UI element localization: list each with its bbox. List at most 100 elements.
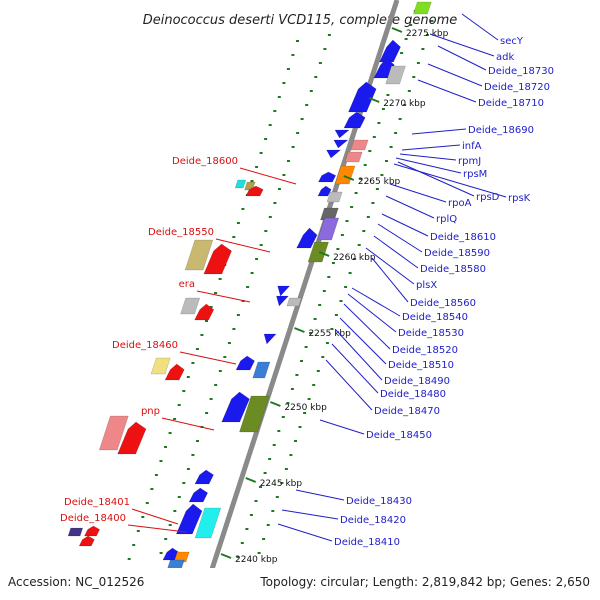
track-dot xyxy=(305,104,309,106)
gene-label-deide_18600: Deide_18600 xyxy=(172,156,238,167)
track-dot xyxy=(186,376,190,378)
gene-feature xyxy=(203,243,232,275)
track-dot xyxy=(318,304,322,306)
track-dot xyxy=(173,418,177,420)
callout-line xyxy=(131,508,179,525)
gene-label-deide_18400: Deide_18400 xyxy=(60,513,126,524)
footer-band xyxy=(0,568,600,600)
gene-label-deide_18410: Deide_18410 xyxy=(334,537,400,548)
tick-label: 2260 kbp xyxy=(333,253,376,263)
gene-feature xyxy=(317,217,340,241)
callout-line xyxy=(437,45,487,71)
track-dot xyxy=(264,138,268,140)
callout-line xyxy=(127,524,187,533)
callout-line xyxy=(277,523,333,542)
gene-feature xyxy=(317,185,332,197)
gene-label-deide_18470: Deide_18470 xyxy=(374,406,440,417)
tick-label: 2245 kbp xyxy=(260,479,303,489)
callout-line xyxy=(351,287,401,317)
track-dot xyxy=(368,150,372,152)
track-dot xyxy=(268,216,272,218)
track-dot xyxy=(246,286,250,288)
track-dot xyxy=(273,110,277,112)
gene-label-deide_18690: Deide_18690 xyxy=(468,125,534,136)
track-dot xyxy=(303,412,307,414)
track-dot xyxy=(309,90,313,92)
gene-feature xyxy=(343,111,366,129)
track-dot xyxy=(250,272,254,274)
gene-label-deide_18520: Deide_18520 xyxy=(392,345,458,356)
gene-feature xyxy=(235,355,255,371)
track-dot xyxy=(286,68,290,70)
track-dot xyxy=(141,516,145,518)
track-dot xyxy=(277,96,281,98)
track-dot xyxy=(412,76,416,78)
track-dot xyxy=(294,440,297,442)
gene-feature xyxy=(188,487,208,503)
track-dot xyxy=(164,446,167,448)
track-dot xyxy=(291,146,295,148)
gene-label-deide_18530: Deide_18530 xyxy=(398,328,464,339)
track-dot xyxy=(259,486,262,488)
track-dot xyxy=(159,552,163,554)
callout-line xyxy=(389,183,447,203)
gene-feature xyxy=(184,239,214,271)
gene-label-rpsd: rpsD xyxy=(476,192,500,203)
gene-label-deide_18730: Deide_18730 xyxy=(488,66,554,77)
gene-label-deide_18580: Deide_18580 xyxy=(420,264,486,275)
callout-line xyxy=(331,343,379,394)
track-dot xyxy=(280,482,284,484)
track-dot xyxy=(282,174,286,176)
gene-feature xyxy=(296,227,318,249)
gene-feature xyxy=(173,551,190,563)
gene-feature xyxy=(413,1,432,15)
callout-line xyxy=(161,417,215,431)
track-dot xyxy=(300,360,303,362)
track-dot xyxy=(290,388,294,390)
track-dot xyxy=(348,272,352,274)
callout-line xyxy=(325,359,373,411)
track-dot xyxy=(195,348,199,350)
track-dot xyxy=(289,454,293,456)
track-dot xyxy=(318,62,322,64)
tick-mark xyxy=(368,97,380,103)
tick-label: 2250 kbp xyxy=(284,403,327,413)
track-dot xyxy=(313,318,317,320)
callout-line xyxy=(339,317,387,365)
tick-label: 2240 kbp xyxy=(235,555,278,565)
track-dot xyxy=(205,412,209,414)
track-dot xyxy=(273,202,277,204)
callout-line xyxy=(461,13,499,41)
gene-label-plsx: plsX xyxy=(416,280,437,291)
track-dot xyxy=(200,334,204,336)
gene-label-deide_18590: Deide_18590 xyxy=(424,248,490,259)
gene-label-rplq: rplQ xyxy=(436,214,457,225)
callout-line xyxy=(215,238,271,253)
track-dot xyxy=(377,122,381,124)
track-dot xyxy=(264,230,268,232)
gene-feature xyxy=(234,179,247,189)
gene-label-deide_18560: Deide_18560 xyxy=(410,298,476,309)
callout-line xyxy=(393,163,507,198)
track-dot xyxy=(327,34,331,36)
track-dot xyxy=(416,62,420,64)
track-dot xyxy=(282,82,286,84)
track-dot xyxy=(287,160,290,162)
gene-feature xyxy=(221,391,250,423)
callout-line xyxy=(343,303,391,350)
track-dot xyxy=(209,398,213,400)
track-dot xyxy=(236,222,240,224)
track-dot xyxy=(173,510,177,512)
gene-feature xyxy=(333,139,349,149)
callout-line xyxy=(399,153,457,161)
track-dot xyxy=(312,384,316,386)
gene-label-deide_18430: Deide_18430 xyxy=(346,496,412,507)
track-dot xyxy=(359,178,363,180)
gene-label-deide_18540: Deide_18540 xyxy=(402,312,468,323)
gene-label-deide_18710: Deide_18710 xyxy=(478,98,544,109)
track-dot xyxy=(325,342,329,344)
track-dot xyxy=(159,460,163,462)
track-dot xyxy=(321,356,325,358)
gene-label-rpmj: rpmJ xyxy=(458,156,481,167)
track-dot xyxy=(154,474,158,476)
